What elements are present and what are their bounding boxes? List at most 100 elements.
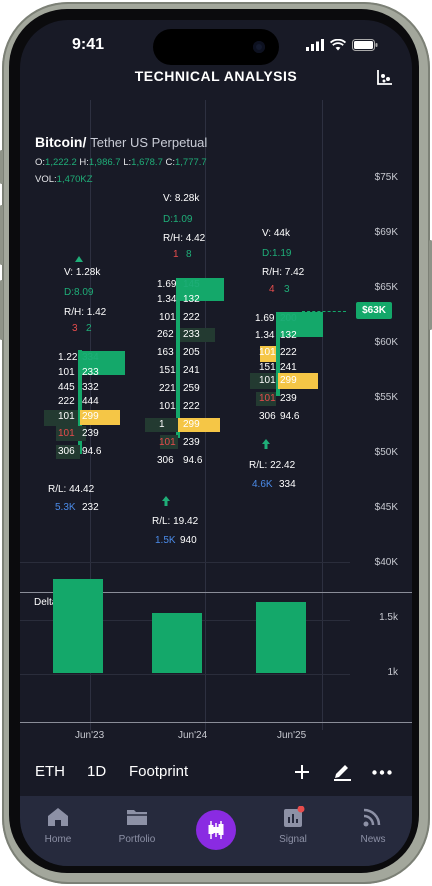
- footprint-row: 221 259: [157, 382, 217, 396]
- rss-icon: [363, 808, 381, 827]
- footprint-row: 101 239: [255, 392, 315, 406]
- home-icon: [48, 808, 68, 826]
- chart-toolbar: ETH 1D Footprint: [20, 748, 412, 794]
- delta-bar: [256, 602, 306, 673]
- more-icon[interactable]: [372, 770, 392, 775]
- volume-cell-bar: [256, 392, 276, 406]
- ohlc-o-label: O:: [35, 157, 46, 168]
- current-price-line: [302, 311, 346, 312]
- grid-line: [322, 100, 323, 730]
- chart-type-selector[interactable]: Footprint: [129, 763, 189, 780]
- ask-volume: 299: [82, 411, 99, 422]
- bid-volume: 1.34: [157, 294, 177, 305]
- bid-volume: 1.22: [58, 352, 78, 363]
- bid-volume: 101: [159, 437, 176, 448]
- tab-label: News: [360, 834, 386, 845]
- bid-volume: 101: [58, 411, 75, 422]
- candle-body: [176, 278, 180, 438]
- tab-label: Signal: [279, 834, 307, 845]
- grid-line: [205, 100, 206, 730]
- volume-cell-bar: [56, 426, 86, 441]
- bid-volume: 101: [58, 428, 75, 439]
- tab-signal[interactable]: Signal: [258, 806, 328, 845]
- footprint-rl-right: 940: [180, 535, 197, 546]
- ohlc-l-label: L:: [123, 157, 132, 168]
- ask-volume: 444: [82, 396, 99, 407]
- tab-portfolio[interactable]: Portfolio: [102, 806, 172, 845]
- bid-volume: 101: [159, 401, 176, 412]
- volume-cell-bar: [178, 278, 224, 301]
- price-tick: $65K: [374, 282, 398, 293]
- footprint-row: 445 332: [58, 381, 118, 395]
- ask-volume: 222: [183, 312, 200, 323]
- bid-volume: 101: [259, 375, 276, 386]
- tab-news[interactable]: News: [338, 806, 408, 845]
- poc-bar: [178, 418, 220, 432]
- ask-volume: 241: [280, 362, 297, 373]
- pencil-icon[interactable]: [332, 761, 352, 781]
- footprint-volume: V: 1.28k: [64, 267, 101, 278]
- pair-base: Bitcoin/: [35, 134, 87, 150]
- footprint-chart[interactable]: Bitcoin/ Tether US Perpetual O:1,222.2 H…: [20, 100, 412, 730]
- poc-bar: [260, 346, 276, 362]
- ask-volume: 259: [183, 383, 200, 394]
- ask-volume: 239: [183, 437, 200, 448]
- footprint-rl-left: 1.5K: [155, 535, 176, 546]
- symbol-selector[interactable]: ETH: [35, 763, 65, 780]
- footprint-rl: R/L: 44.42: [48, 484, 95, 495]
- page-title: TECHNICAL ANALYSIS: [134, 68, 298, 84]
- footprint-rh-buy: 2: [86, 323, 92, 334]
- wifi-icon: [330, 39, 346, 51]
- battery-icon: [352, 39, 378, 51]
- volume-cell-bar: [160, 435, 178, 449]
- price-tick: $50K: [374, 447, 398, 458]
- ask-volume: 239: [82, 428, 99, 439]
- status-icons: [306, 39, 378, 51]
- volume-cell-bar: [250, 373, 276, 389]
- tab-bar: Home Portfolio Signal News: [20, 796, 412, 866]
- bid-volume: 151: [159, 365, 176, 376]
- bid-volume: 101: [259, 393, 276, 404]
- power-button: [429, 240, 432, 330]
- ask-volume: 233: [183, 329, 200, 340]
- tab-home[interactable]: Home: [23, 806, 93, 845]
- volume-cell-bar: [80, 351, 125, 375]
- up-arrow-icon: [162, 496, 170, 506]
- chart-settings-icon[interactable]: [376, 68, 394, 86]
- footprint-rh: R/H: 1.42: [64, 307, 107, 318]
- bid-volume: 445: [58, 382, 75, 393]
- ask-volume: 334: [82, 352, 99, 363]
- footprint-row: 101 222: [157, 311, 217, 325]
- add-icon[interactable]: [294, 764, 310, 780]
- delta-bar: [53, 579, 103, 673]
- volume-cell-bar: [180, 328, 215, 342]
- volume-value: 1,470KZ: [56, 174, 93, 185]
- tab-trade[interactable]: [196, 810, 236, 850]
- footprint-row: 306 94.6: [255, 410, 315, 424]
- ask-volume: 299: [183, 419, 200, 430]
- x-axis-tick: Jun'23: [75, 730, 105, 741]
- footprint-row: 101 299: [255, 374, 315, 388]
- interval-selector[interactable]: 1D: [87, 763, 107, 780]
- ohlc-low: 1,678.7: [131, 157, 163, 168]
- ohlc-h-label: H:: [79, 157, 89, 168]
- bid-volume: 101: [58, 367, 75, 378]
- pair-quote: Tether US Perpetual: [90, 135, 208, 150]
- ask-volume: 200: [280, 313, 297, 324]
- footprint-rh-buy: 8: [186, 249, 192, 260]
- volume-cell-bar: [44, 410, 78, 426]
- pair-title: Bitcoin/ Tether US Perpetual: [35, 134, 207, 150]
- footprint-rl: R/L: 22.42: [249, 460, 296, 471]
- up-arrow-icon: [262, 439, 270, 449]
- price-tick: $60K: [374, 337, 398, 348]
- footprint-row: 1.69 145: [157, 278, 217, 292]
- footprint-rl-right: 232: [82, 502, 99, 513]
- grid-line: [20, 674, 350, 675]
- ohlc-readout: O:1,222.2 H:1,986.7 L:1,678.7 C:1,777.7: [35, 157, 207, 168]
- grid-line: [20, 562, 350, 563]
- ask-volume: 332: [82, 382, 99, 393]
- footprint-row: 1 299: [157, 418, 217, 432]
- tab-label: Portfolio: [118, 834, 156, 845]
- x-axis-tick: Jun'25: [277, 730, 307, 741]
- ask-volume: 222: [183, 401, 200, 412]
